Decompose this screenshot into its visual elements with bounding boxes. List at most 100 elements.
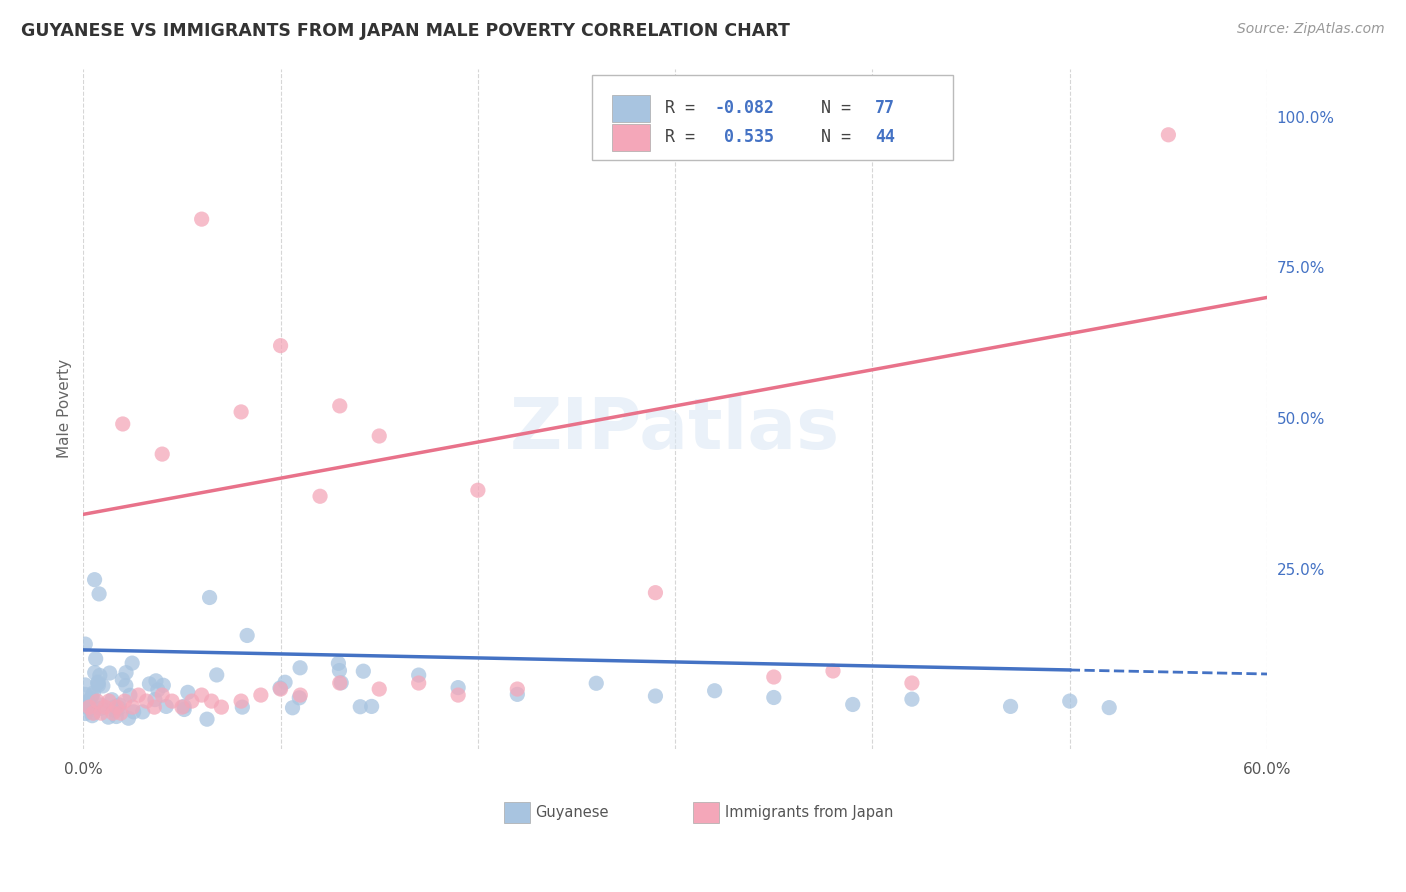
Point (198, 591, 221, 605)
Point (101, 692, 124, 706)
Point (114, 678, 136, 692)
Point (77, 701, 100, 715)
Point (349, 699, 371, 714)
Point (90, 701, 112, 715)
Point (75, 696, 97, 710)
Point (101, 706, 124, 720)
Point (269, 681, 291, 695)
Text: R =: R = (665, 100, 704, 118)
Text: 44: 44 (875, 128, 896, 146)
Point (1059, 694, 1081, 708)
Point (200, 694, 222, 708)
FancyBboxPatch shape (613, 124, 651, 151)
FancyBboxPatch shape (613, 95, 651, 122)
Point (841, 698, 863, 712)
Point (83, 706, 105, 720)
Point (108, 698, 131, 712)
Point (152, 678, 174, 692)
Point (447, 681, 470, 695)
Point (329, 676, 352, 690)
Point (173, 702, 195, 716)
Point (170, 700, 193, 714)
Point (1098, 700, 1121, 714)
Point (131, 705, 153, 719)
Text: GUYANESE VS IMMIGRANTS FROM JAPAN MALE POVERTY CORRELATION CHART: GUYANESE VS IMMIGRANTS FROM JAPAN MALE P… (21, 22, 790, 40)
Point (155, 699, 177, 714)
Text: -0.082: -0.082 (714, 100, 775, 118)
Point (447, 688, 470, 702)
Point (121, 656, 143, 670)
Point (177, 685, 200, 699)
Point (83, 573, 105, 587)
Point (288, 661, 311, 675)
Point (76, 695, 98, 709)
Point (75, 706, 97, 721)
Point (330, 675, 353, 690)
Point (146, 682, 169, 697)
Point (82, 706, 104, 720)
Point (103, 699, 125, 714)
Point (82, 708, 104, 723)
Point (762, 670, 785, 684)
Point (87, 587, 110, 601)
Point (467, 483, 489, 498)
Point (703, 683, 725, 698)
Point (160, 694, 183, 708)
Text: Guyanese: Guyanese (536, 805, 609, 820)
Point (901, 676, 924, 690)
Point (84, 652, 107, 666)
Point (75, 637, 97, 651)
Point (150, 688, 173, 702)
Point (290, 688, 312, 702)
Point (90, 706, 112, 720)
Point (209, 700, 232, 714)
Point (122, 705, 145, 719)
Text: N =: N = (800, 100, 860, 118)
Point (270, 339, 292, 353)
Point (111, 417, 134, 431)
Point (83, 686, 105, 700)
Text: ZIPatlas: ZIPatlas (510, 395, 841, 464)
Point (145, 673, 167, 688)
Point (80, 691, 103, 706)
Point (117, 711, 139, 725)
Point (229, 405, 252, 419)
FancyBboxPatch shape (592, 75, 953, 161)
Point (114, 694, 136, 708)
Point (329, 399, 352, 413)
Point (135, 694, 157, 708)
Point (506, 681, 529, 696)
Point (408, 668, 430, 682)
Point (115, 665, 138, 680)
Point (108, 701, 131, 715)
Point (585, 676, 607, 690)
Point (1157, 128, 1180, 142)
Point (1000, 699, 1022, 714)
Point (80, 689, 103, 703)
Point (309, 489, 332, 503)
Point (328, 657, 350, 671)
Point (231, 700, 253, 714)
Y-axis label: Male Poverty: Male Poverty (58, 359, 72, 458)
Point (250, 688, 273, 702)
Point (87, 678, 110, 692)
FancyBboxPatch shape (503, 803, 530, 822)
Point (86, 694, 108, 708)
Point (118, 688, 141, 702)
Point (368, 681, 391, 696)
Point (77, 700, 100, 714)
Point (901, 692, 924, 706)
Point (75, 678, 97, 692)
Point (110, 706, 132, 720)
Point (288, 690, 311, 705)
Point (229, 694, 252, 708)
Point (190, 688, 212, 702)
Point (506, 687, 529, 701)
Point (128, 688, 150, 702)
Point (138, 677, 160, 691)
Point (76, 697, 98, 711)
FancyBboxPatch shape (693, 803, 718, 822)
Point (360, 699, 382, 714)
Point (83, 665, 105, 680)
Point (111, 673, 134, 687)
